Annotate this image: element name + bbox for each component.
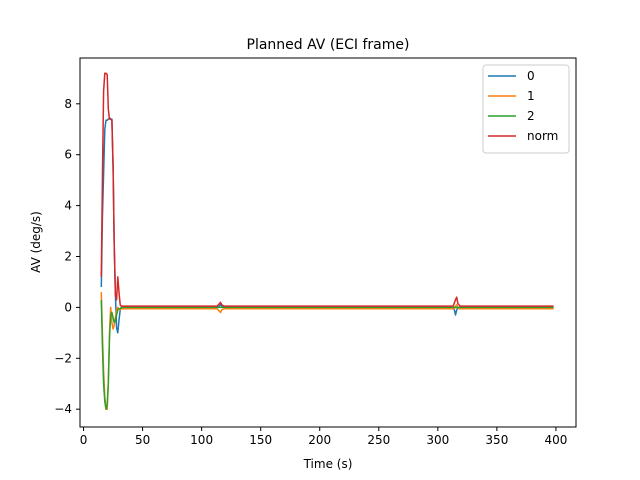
plot-area xyxy=(100,72,554,410)
x-tick-label: 150 xyxy=(249,433,272,447)
legend: 0 1 2 norm xyxy=(482,64,570,154)
x-tick-label: 100 xyxy=(190,433,213,447)
x-axis-title: Time (s) xyxy=(303,457,353,471)
legend-label-2: 2 xyxy=(527,109,535,123)
x-tick-label: 0 xyxy=(80,433,88,447)
series-line-1 xyxy=(100,292,554,410)
x-tick-label: 400 xyxy=(544,433,567,447)
x-tick-label: 200 xyxy=(308,433,331,447)
legend-label-norm: norm xyxy=(527,129,558,143)
y-tick-label: −4 xyxy=(54,402,72,416)
legend-label-0: 0 xyxy=(527,69,535,83)
legend-label-1: 1 xyxy=(527,89,535,103)
y-axis: −4 −2 0 2 4 6 8 xyxy=(54,97,80,416)
x-axis: 0 50 100 150 200 250 300 350 400 xyxy=(80,427,567,447)
chart-title: Planned AV (ECI frame) xyxy=(247,37,410,53)
series-line-2 xyxy=(100,299,554,410)
y-tick-label: 4 xyxy=(64,199,72,213)
x-tick-label: 350 xyxy=(485,433,508,447)
legend-box xyxy=(482,64,570,154)
x-tick-label: 50 xyxy=(135,433,150,447)
y-tick-label: 2 xyxy=(64,249,72,263)
y-tick-label: 6 xyxy=(64,148,72,162)
y-tick-label: 8 xyxy=(64,97,72,111)
x-tick-label: 300 xyxy=(426,433,449,447)
y-axis-title: AV (deg/s) xyxy=(29,211,43,273)
y-tick-label: 0 xyxy=(64,300,72,314)
series-line-norm xyxy=(100,72,554,307)
y-tick-label: −2 xyxy=(54,351,72,365)
x-tick-label: 250 xyxy=(367,433,390,447)
axes-frame xyxy=(79,57,577,428)
